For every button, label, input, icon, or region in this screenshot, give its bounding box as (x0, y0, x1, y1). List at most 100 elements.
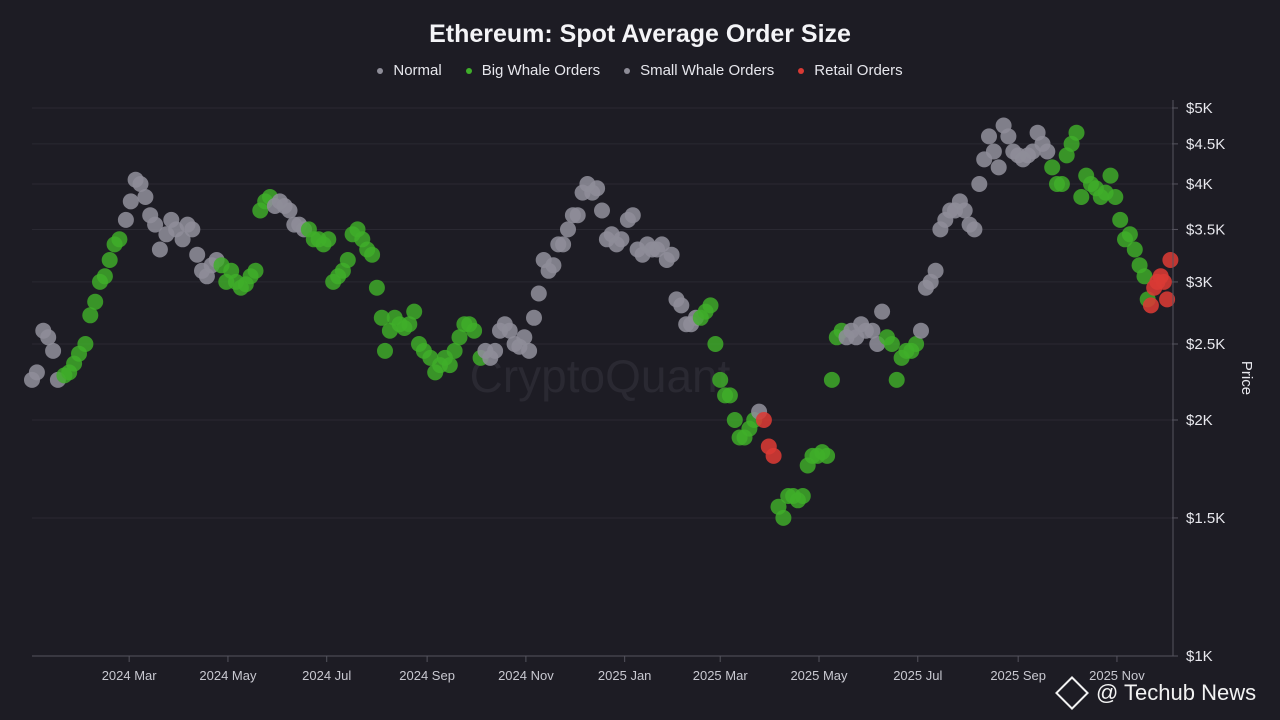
legend-label-small-whale: Small Whale Orders (640, 62, 775, 79)
data-point-big-whale (339, 252, 356, 268)
x-tick-label: 2025 May (790, 668, 848, 683)
data-point-big-whale (1102, 167, 1119, 184)
data-point-big-whale (406, 303, 423, 320)
y-tick-label: $5K (1186, 100, 1213, 117)
brand-diamond-icon (1055, 676, 1089, 710)
y-tick-label: $3.5K (1186, 221, 1225, 238)
data-point-big-whale (794, 488, 811, 504)
data-point-big-whale (1073, 189, 1090, 205)
data-point-normal (569, 207, 586, 224)
legend-item-small-whale[interactable]: Small Whale Orders (624, 62, 774, 79)
data-point-big-whale (82, 307, 99, 324)
x-tick-label: 2025 Jul (893, 668, 942, 683)
data-point-big-whale (368, 279, 385, 296)
y-tick-label: $4.5K (1186, 136, 1225, 153)
data-point-big-whale (1126, 241, 1143, 258)
data-point-normal (281, 202, 298, 219)
data-point-big-whale (364, 246, 381, 263)
data-point-normal (545, 257, 562, 274)
footer-brand-text: @ Techub News (1096, 680, 1257, 705)
y-tick-label: $3K (1186, 274, 1213, 291)
data-point-big-whale (1136, 268, 1153, 285)
data-point-big-whale (1044, 159, 1061, 176)
x-tick-label: 2025 Jan (598, 668, 652, 683)
legend-dot-big-whale (465, 67, 472, 74)
data-point-big-whale (726, 412, 743, 428)
data-point-big-whale (823, 371, 840, 388)
legend-dot-small-whale (624, 67, 631, 74)
data-point-big-whale (446, 342, 463, 359)
data-point-normal (501, 322, 518, 339)
data-point-retail (1142, 297, 1159, 314)
data-point-big-whale (320, 231, 337, 248)
legend-item-big-whale[interactable]: Big Whale Orders (465, 62, 600, 79)
data-point-big-whale (441, 357, 458, 374)
data-point-big-whale (101, 252, 118, 268)
x-tick-label: 2024 Jul (302, 668, 351, 683)
data-point-big-whale (1121, 226, 1138, 243)
data-point-big-whale (1112, 211, 1129, 228)
data-point-normal (151, 241, 168, 258)
data-point-big-whale (87, 293, 104, 310)
y-tick-label: $2K (1186, 412, 1213, 429)
legend-dot-retail (798, 67, 805, 74)
data-point-normal (985, 143, 1002, 160)
data-point-normal (147, 216, 164, 233)
data-point-normal (560, 221, 576, 238)
data-point-normal (589, 180, 606, 197)
y-axis-ticks: $5K $4.5K $4K $3.5K $3K $2.5K $2K $1.5K $1K (1172, 100, 1225, 665)
data-point-normal (137, 189, 154, 205)
data-point-normal (184, 221, 201, 238)
x-tick-label: 2024 Sep (399, 668, 455, 683)
legend-item-retail[interactable]: Retail Orders (798, 62, 903, 79)
data-point-big-whale (775, 509, 792, 526)
x-tick-label: 2025 Sep (990, 668, 1046, 683)
data-point-big-whale (819, 447, 836, 464)
data-point-retail (765, 447, 782, 464)
x-tick-label: 2025 Mar (693, 668, 749, 683)
data-point-big-whale (377, 342, 393, 359)
chart-legend: Normal Big Whale Orders Small Whale Orde… (0, 62, 1280, 79)
data-point-big-whale (1068, 124, 1085, 141)
data-point-normal (555, 236, 572, 253)
data-point-big-whale (712, 371, 729, 388)
y-tick-label: $1.5K (1186, 510, 1225, 527)
data-point-normal (663, 246, 680, 263)
data-point-normal (971, 176, 988, 192)
data-point-big-whale (721, 387, 738, 404)
data-point-normal (594, 202, 610, 219)
data-point-normal (990, 159, 1007, 176)
y-tick-label: $2.5K (1186, 336, 1225, 353)
watermark: CryptoQuant (470, 350, 731, 402)
data-point-normal (487, 342, 504, 359)
data-point-normal (913, 322, 929, 339)
legend-label-retail: Retail Orders (814, 62, 903, 79)
footer-brand: @ Techub News (1055, 676, 1257, 710)
data-point-big-whale (401, 316, 418, 333)
data-point-normal (174, 231, 191, 248)
data-point-retail (1159, 291, 1176, 308)
data-point-normal (526, 309, 542, 326)
data-point-normal (956, 202, 973, 219)
legend-label-normal: Normal (393, 62, 442, 79)
data-point-normal (1039, 143, 1056, 160)
data-point-normal (132, 176, 149, 192)
data-point-normal (613, 231, 630, 248)
data-point-retail (1155, 273, 1172, 290)
data-point-normal (45, 342, 62, 359)
data-point-normal (189, 246, 206, 263)
data-point-big-whale (77, 336, 94, 352)
data-point-big-whale (466, 322, 483, 339)
data-point-normal (530, 285, 547, 302)
data-point-normal (624, 207, 641, 224)
data-point-normal (521, 342, 538, 359)
data-point-normal (874, 303, 891, 320)
data-point-normal (40, 329, 57, 346)
y-tick-label: $4K (1186, 176, 1213, 193)
data-point-retail (1162, 252, 1179, 268)
data-point-big-whale (1053, 176, 1070, 192)
legend-item-normal[interactable]: Normal (377, 62, 442, 79)
x-tick-label: 2024 Nov (498, 668, 554, 683)
data-point-big-whale (111, 231, 128, 248)
